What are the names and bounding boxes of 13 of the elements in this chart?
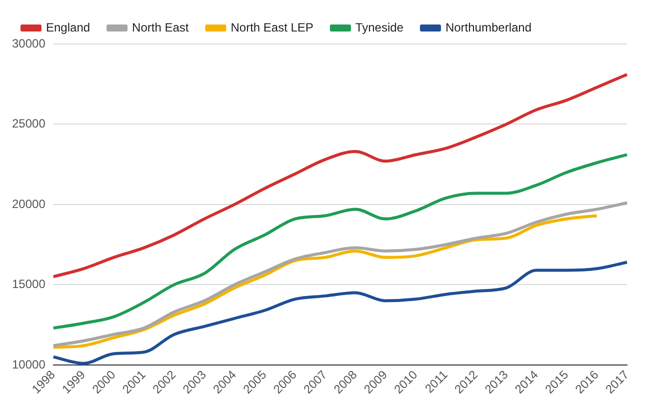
legend-label: England (46, 20, 90, 34)
y-tick-label: 15000 (12, 277, 46, 292)
y-tick-label: 25000 (12, 116, 46, 131)
y-tick-label: 10000 (12, 357, 46, 372)
legend-label: North East LEP (230, 20, 314, 34)
line-series (52, 260, 628, 365)
line-series (52, 72, 628, 278)
line-series (52, 153, 628, 330)
y-tick-label: 30000 (12, 36, 46, 50)
legend-label: Tyneside (355, 20, 404, 34)
legend-label: North East (132, 20, 190, 34)
y-tick-label: 20000 (12, 196, 46, 211)
legend-label: Northumberland (445, 20, 532, 34)
